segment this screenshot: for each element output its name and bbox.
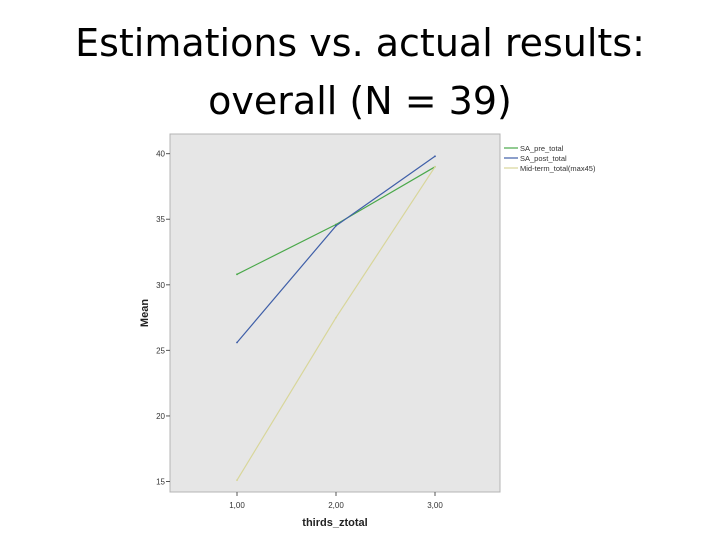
y-tick-label: 40	[156, 150, 165, 159]
series-2-point	[335, 224, 337, 227]
legend-label-1: SA_pre_total	[520, 144, 564, 153]
series-3-point	[434, 165, 436, 168]
series-3-point	[335, 316, 337, 319]
legend-label-3: Mid-term_total(max45)	[520, 164, 596, 173]
slide-title-line-1: Estimations vs. actual results:	[75, 21, 645, 65]
y-tick-label: 20	[156, 412, 165, 421]
x-tick-label: 3,00	[427, 501, 443, 510]
legend-label-2: SA_post_total	[520, 154, 567, 163]
y-tick-label: 30	[156, 281, 165, 290]
y-tick-label: 15	[156, 478, 165, 487]
series-3-point	[236, 479, 238, 482]
y-axis-title: Mean	[139, 299, 151, 327]
y-tick-label: 35	[156, 215, 165, 224]
plot-area	[169, 133, 501, 493]
slide-title: Estimations vs. actual results: overall …	[0, 14, 720, 130]
y-tick-label: 25	[156, 346, 165, 355]
x-tick-label: 1,00	[229, 501, 245, 510]
x-axis-title: thirds_ztotal	[302, 517, 367, 529]
slide-title-line-2: overall (N = 39)	[208, 79, 512, 123]
series-2-point	[236, 341, 238, 344]
series-2-point	[434, 155, 436, 158]
x-tick-label: 2,00	[328, 501, 344, 510]
series-1-point	[236, 273, 238, 276]
